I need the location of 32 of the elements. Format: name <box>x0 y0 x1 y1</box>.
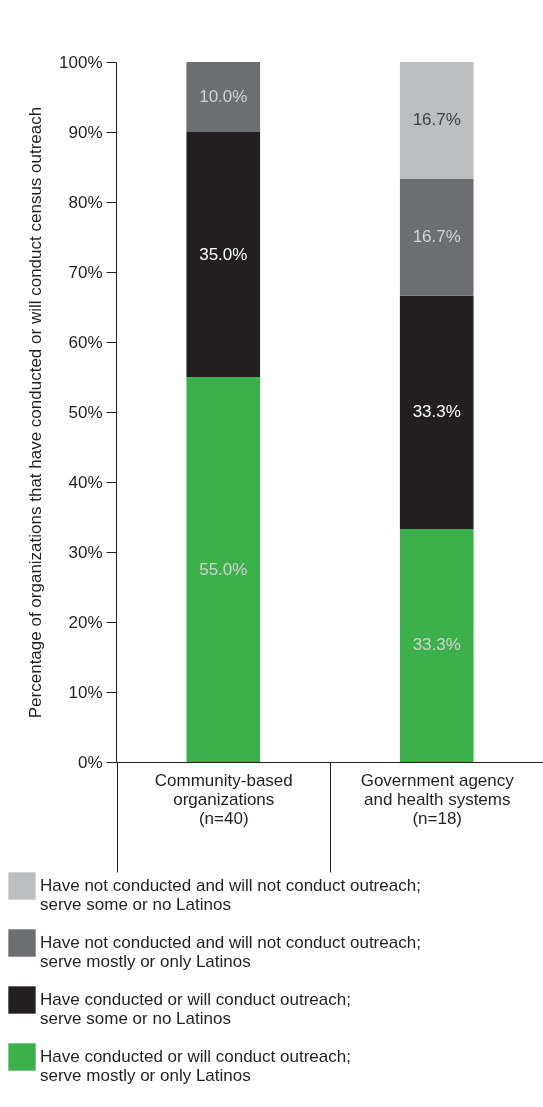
y-tick-label: 30% <box>68 542 103 562</box>
data-label: 55.0% <box>199 559 248 579</box>
bar <box>186 132 261 377</box>
legend-label: Have not conducted and will not conduct outreach; serve some or no Latinos <box>40 876 421 914</box>
x-tick-label: Government agency and health systems (n=18) <box>360 770 515 828</box>
bar <box>186 62 261 132</box>
y-tick-label: 80% <box>68 192 103 212</box>
data-label: 16.7% <box>412 110 461 130</box>
bar <box>399 295 474 529</box>
y-tick-label: 100% <box>59 52 103 72</box>
data-label: 33.3% <box>412 635 461 655</box>
y-tick-label: 0% <box>77 752 103 772</box>
bar <box>186 377 261 762</box>
data-label: 10.0% <box>199 87 248 106</box>
y-tick-label: 10% <box>68 682 103 702</box>
y-tick-label: 60% <box>68 332 103 352</box>
y-tick-label: 20% <box>68 612 103 632</box>
y-tick-label: 40% <box>68 472 103 492</box>
y-tick-label: 90% <box>68 122 103 142</box>
bar <box>399 62 474 179</box>
legend-label: Have conducted or will conduct outreach; serve mostly or only Latinos <box>40 1047 351 1085</box>
legend-label: Have not conducted and will not conduct outreach; serve mostly or only Latinos <box>40 933 421 971</box>
data-label: 16.7% <box>412 227 461 247</box>
x-tick-label: Community-based organizations (n=40) <box>154 770 293 828</box>
y-axis-title: Percentage of organizations that have conducted or will conduct census outreach <box>26 106 46 719</box>
y-tick-label: 70% <box>68 262 103 282</box>
legend-label: Have conducted or will conduct outreach; serve some or no Latinos <box>40 990 351 1028</box>
data-label: 33.3% <box>412 402 461 422</box>
bar <box>399 178 474 296</box>
bar <box>399 528 474 762</box>
data-label: 35.0% <box>199 244 248 264</box>
y-tick-label: 50% <box>68 402 103 422</box>
